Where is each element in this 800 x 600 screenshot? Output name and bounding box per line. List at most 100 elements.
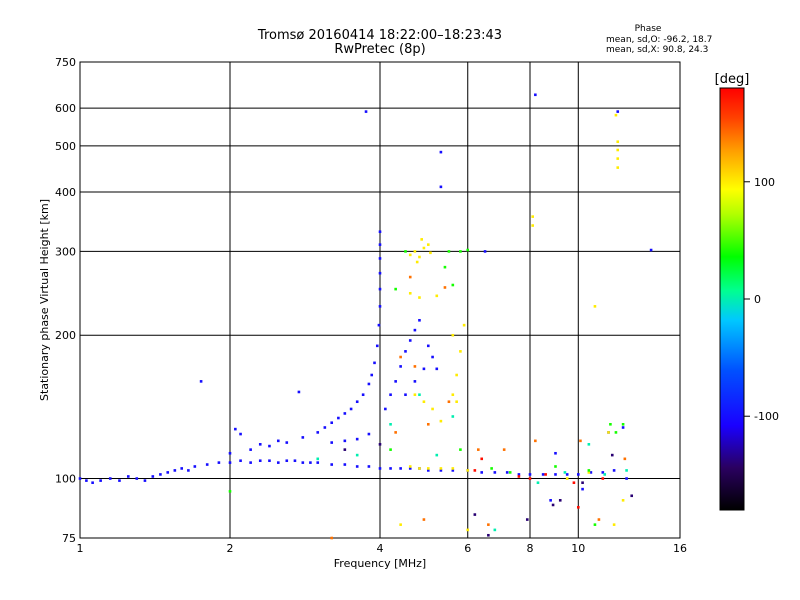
data-point bbox=[118, 479, 121, 482]
data-point bbox=[621, 426, 625, 429]
data-point bbox=[565, 477, 569, 480]
data-point bbox=[180, 467, 184, 470]
data-point bbox=[579, 439, 582, 443]
data-point bbox=[389, 467, 392, 470]
data-point bbox=[593, 305, 597, 308]
y-tick-label: 750 bbox=[55, 56, 76, 69]
data-point bbox=[394, 287, 397, 291]
data-point bbox=[625, 477, 628, 480]
data-point bbox=[616, 140, 620, 144]
data-point bbox=[355, 437, 359, 441]
data-point bbox=[418, 296, 421, 299]
data-point bbox=[480, 471, 484, 474]
data-point bbox=[418, 318, 421, 322]
data-point bbox=[422, 400, 426, 404]
data-point bbox=[349, 407, 353, 411]
data-point bbox=[422, 246, 426, 250]
data-point bbox=[447, 400, 451, 404]
data-point bbox=[408, 467, 412, 470]
data-point bbox=[493, 528, 497, 532]
data-point bbox=[316, 431, 320, 434]
data-point bbox=[455, 373, 458, 377]
data-point bbox=[316, 461, 320, 464]
data-point bbox=[435, 294, 439, 298]
data-point bbox=[228, 451, 232, 455]
data-point bbox=[431, 407, 434, 411]
colorbar-tick-label: 0 bbox=[754, 293, 761, 306]
data-point bbox=[408, 339, 412, 342]
data-point bbox=[610, 453, 614, 457]
data-point bbox=[330, 463, 334, 466]
data-point bbox=[435, 453, 439, 457]
data-point bbox=[378, 257, 382, 260]
data-point bbox=[343, 448, 347, 451]
data-point bbox=[249, 448, 252, 451]
data-point bbox=[375, 344, 379, 348]
data-point bbox=[343, 439, 347, 443]
data-point bbox=[301, 461, 305, 464]
data-point bbox=[367, 465, 371, 468]
data-point bbox=[451, 469, 455, 472]
data-point bbox=[151, 475, 155, 478]
data-point bbox=[612, 469, 616, 472]
data-point bbox=[587, 469, 591, 472]
data-point bbox=[531, 224, 534, 227]
colorbar-ticks: 100 0 -100 bbox=[744, 176, 779, 423]
colorbar-tick-label: -100 bbox=[754, 410, 779, 423]
data-point bbox=[429, 251, 432, 255]
data-point bbox=[623, 457, 627, 461]
data-point bbox=[355, 465, 359, 468]
data-point bbox=[309, 461, 312, 464]
data-point bbox=[355, 453, 359, 457]
data-point bbox=[536, 481, 540, 485]
data-point bbox=[483, 250, 487, 253]
data-point bbox=[459, 448, 462, 451]
data-point bbox=[276, 461, 280, 464]
data-point bbox=[389, 422, 392, 426]
data-point bbox=[378, 305, 382, 308]
x-tick-label: 2 bbox=[227, 542, 234, 555]
colorbar-tick-label: 100 bbox=[754, 176, 775, 189]
data-point bbox=[418, 467, 421, 470]
data-point bbox=[593, 523, 597, 526]
data-point bbox=[493, 471, 497, 474]
x-tick-label: 1 bbox=[77, 542, 84, 555]
data-point bbox=[378, 467, 382, 470]
data-point bbox=[143, 479, 147, 482]
data-point bbox=[426, 469, 430, 472]
data-point bbox=[621, 499, 625, 502]
data-point bbox=[364, 110, 368, 113]
data-point bbox=[487, 523, 490, 526]
data-point bbox=[330, 536, 334, 540]
x-axis-label: Frequency [MHz] bbox=[334, 557, 426, 570]
data-point bbox=[576, 506, 580, 509]
phase-heading: Phase bbox=[635, 24, 662, 34]
data-point bbox=[614, 113, 618, 117]
data-point bbox=[551, 503, 555, 507]
data-point bbox=[508, 471, 512, 474]
data-point bbox=[426, 422, 430, 426]
data-point bbox=[418, 393, 421, 397]
data-point bbox=[384, 407, 387, 411]
colorbar bbox=[719, 87, 745, 511]
axis-ticks: 1 2 4 6 8 10 16 75 100 200 300 400 500 600 750 bbox=[55, 56, 687, 555]
phase-x-stats: mean, sd,X: 90.8, 24.3 bbox=[606, 45, 708, 55]
data-point bbox=[343, 463, 347, 466]
data-point bbox=[85, 479, 88, 482]
data-point bbox=[517, 473, 521, 476]
data-point bbox=[377, 323, 381, 327]
data-point bbox=[399, 365, 402, 368]
data-point bbox=[609, 422, 612, 426]
data-point bbox=[378, 271, 382, 275]
data-point bbox=[534, 439, 537, 443]
data-point bbox=[462, 323, 466, 327]
data-point bbox=[603, 473, 607, 476]
data-point bbox=[431, 355, 434, 359]
data-point bbox=[439, 185, 443, 189]
data-point bbox=[268, 444, 271, 448]
colorbar-title: [deg] bbox=[715, 72, 750, 87]
data-point bbox=[451, 393, 455, 397]
data-point bbox=[413, 250, 417, 253]
data-point bbox=[612, 523, 616, 526]
data-point bbox=[367, 382, 371, 386]
